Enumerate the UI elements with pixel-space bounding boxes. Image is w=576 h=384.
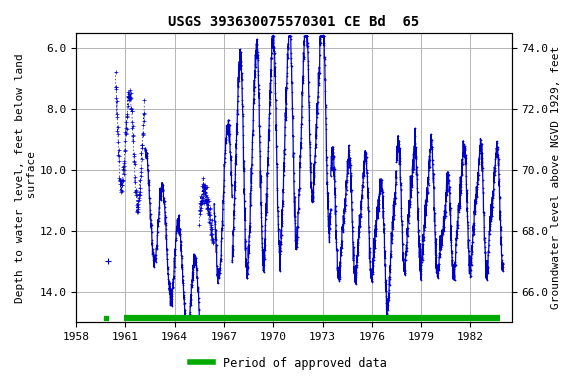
Title: USGS 393630075570301 CE Bd  65: USGS 393630075570301 CE Bd 65	[168, 15, 419, 29]
Y-axis label: Depth to water level, feet below land
 surface: Depth to water level, feet below land su…	[15, 53, 37, 303]
Y-axis label: Groundwater level above NGVD 1929, feet: Groundwater level above NGVD 1929, feet	[551, 46, 561, 309]
Legend: Period of approved data: Period of approved data	[185, 352, 391, 374]
